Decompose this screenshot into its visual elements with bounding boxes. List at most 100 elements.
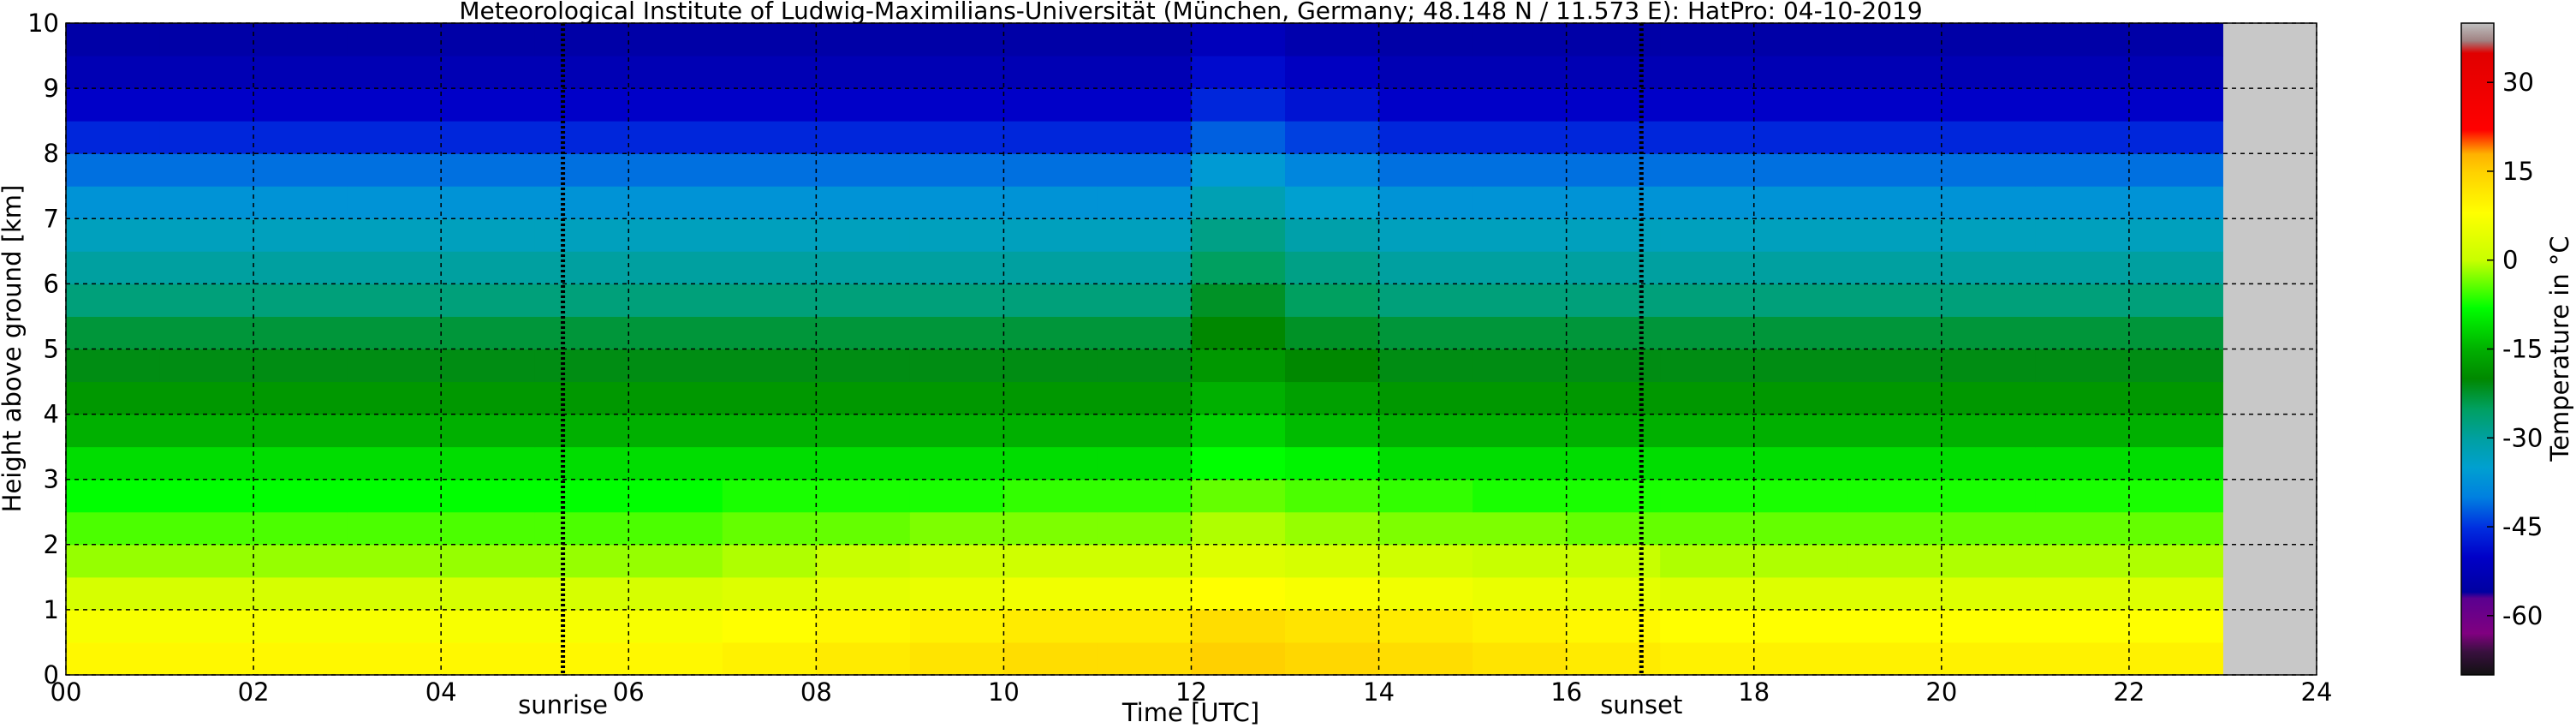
heatmap-cell [1003,23,1098,57]
heatmap-cell [1566,218,1661,252]
colorbar-segment [2461,170,2494,213]
heatmap-cell [1660,479,1755,513]
heatmap-cell [1003,349,1098,383]
heatmap-cell [816,251,911,284]
heatmap-cell [1941,121,2036,154]
heatmap-cell [66,56,161,89]
heatmap-cell [816,609,911,643]
heatmap-cell [1847,609,1942,643]
heatmap-cell [1472,641,1568,676]
heatmap-cell [1660,186,1755,219]
heatmap-cell [66,414,161,448]
heatmap-cell [1378,414,1473,448]
y-axis-label: Height above ground [km] [0,185,27,513]
heatmap-cell [722,609,817,643]
heatmap-cell [1660,414,1755,448]
heatmap-cell [347,479,442,513]
heatmap-cell [1097,56,1192,89]
heatmap-cell [1472,511,1568,546]
colorbar-label: Temperature in °C [2545,236,2574,462]
heatmap-cell [1566,88,1661,122]
heatmap-cell [534,544,629,578]
heatmap-cell [816,511,911,546]
heatmap-cell [816,349,911,383]
heatmap-cell [1753,609,1848,643]
heatmap-cell [1285,153,1380,187]
heatmap-cell [1378,23,1473,57]
heatmap-cell [253,576,348,611]
heatmap-cell [66,316,161,349]
heatmap-cell [1847,283,1942,317]
heatmap-cell [1753,511,1848,546]
heatmap-cell [1191,609,1286,643]
heatmap-cell [1191,349,1286,383]
heatmap-cell [1753,56,1848,89]
heatmap-cell [1003,316,1098,349]
y-tick-label: 3 [44,465,59,494]
heatmap-cell [909,56,1004,89]
heatmap-cell [2035,186,2130,219]
heatmap-cell [1660,23,1755,57]
heatmap-cell [253,446,348,480]
heatmap-cell [347,544,442,578]
heatmap-cell [2035,446,2130,480]
heatmap-cell [1941,283,2036,317]
heatmap-cell [534,186,629,219]
heatmap-cell [1191,511,1286,546]
chart-title: Meteorological Institute of Ludwig-Maxim… [459,0,1922,25]
y-tick-label: 10 [27,9,59,38]
heatmap-cell [1378,349,1473,383]
heatmap-cell [1378,153,1473,187]
heatmap-cell [909,576,1004,611]
heatmap-cell [347,511,442,546]
heatmap-cell [722,23,817,57]
heatmap-cell [628,153,723,187]
x-tick-label: 08 [800,677,832,707]
heatmap-cell [909,479,1004,513]
heatmap-cell [909,511,1004,546]
colorbar-segment [2461,467,2494,498]
heatmap-cell [1660,446,1755,480]
heatmap-cell [628,511,723,546]
heatmap-cell [159,153,254,187]
heatmap-cell [1472,349,1568,383]
heatmap-cell [1941,576,2036,611]
x-tick-label: 20 [1925,677,1957,707]
heatmap-cell [1566,479,1661,513]
heatmap-cell [1660,153,1755,187]
heatmap-cell [159,218,254,252]
heatmap-cell [253,479,348,513]
heatmap-cell [628,576,723,611]
heatmap-cell [2035,121,2130,154]
heatmap-cell [1191,641,1286,676]
heatmap-cell [628,23,723,57]
heatmap-cell [1941,186,2036,219]
heatmap-cell [159,446,254,480]
heatmap-cell [909,544,1004,578]
heatmap-cell [816,316,911,349]
heatmap-cell [1472,186,1568,219]
heatmap-cell [628,544,723,578]
heatmap-cell [816,186,911,219]
x-tick-label: 00 [51,677,82,707]
heatmap-cell [2035,88,2130,122]
heatmap-cell [1191,446,1286,480]
heatmap-cell [2035,576,2130,611]
heatmap-cell [1753,576,1848,611]
heatmap-cell [1847,316,1942,349]
colorbar-segment [2461,260,2494,308]
heatmap-cell [1472,414,1568,448]
heatmap-cell [2035,153,2130,187]
heatmap-cell [1378,218,1473,252]
colorbar-segment [2461,153,2494,172]
heatmap-cell [253,186,348,219]
heatmap-cell [1191,381,1286,415]
heatmap-cell [66,479,161,513]
heatmap-cell [1191,88,1286,122]
heatmap-cell [2128,251,2223,284]
heatmap-cell [441,609,536,643]
heatmap-cell [441,576,536,611]
heatmap-cell [1753,544,1848,578]
heatmap-cell [2035,56,2130,89]
